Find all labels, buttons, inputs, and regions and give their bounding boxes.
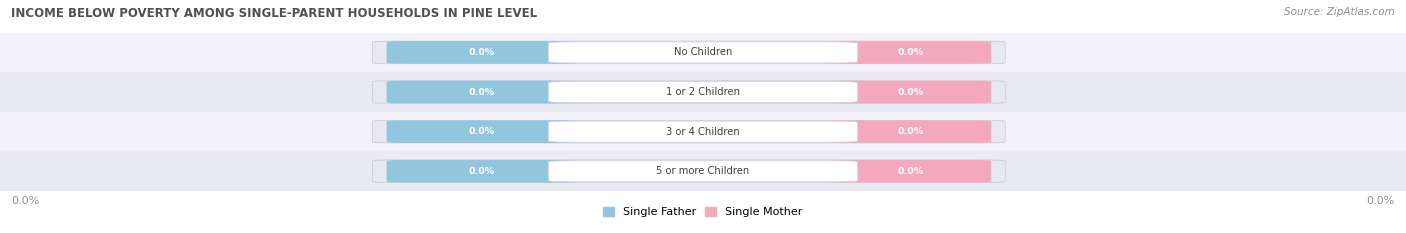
FancyBboxPatch shape xyxy=(387,81,576,103)
Text: 0.0%: 0.0% xyxy=(468,88,495,96)
FancyBboxPatch shape xyxy=(830,160,991,182)
FancyBboxPatch shape xyxy=(387,41,576,64)
FancyBboxPatch shape xyxy=(387,120,576,143)
FancyBboxPatch shape xyxy=(548,161,858,182)
Text: 0.0%: 0.0% xyxy=(468,127,495,136)
FancyBboxPatch shape xyxy=(548,121,858,142)
FancyBboxPatch shape xyxy=(548,42,858,63)
Text: 0.0%: 0.0% xyxy=(897,127,924,136)
Text: 0.0%: 0.0% xyxy=(11,196,39,206)
FancyBboxPatch shape xyxy=(373,160,1005,182)
Text: 3 or 4 Children: 3 or 4 Children xyxy=(666,127,740,137)
Text: 0.0%: 0.0% xyxy=(1367,196,1395,206)
FancyBboxPatch shape xyxy=(373,120,1005,143)
Text: Source: ZipAtlas.com: Source: ZipAtlas.com xyxy=(1284,7,1395,17)
Text: 5 or more Children: 5 or more Children xyxy=(657,166,749,176)
Bar xyxy=(0,33,1406,72)
Text: INCOME BELOW POVERTY AMONG SINGLE-PARENT HOUSEHOLDS IN PINE LEVEL: INCOME BELOW POVERTY AMONG SINGLE-PARENT… xyxy=(11,7,537,20)
Bar xyxy=(0,112,1406,151)
FancyBboxPatch shape xyxy=(830,41,991,64)
Text: No Children: No Children xyxy=(673,48,733,57)
Text: 0.0%: 0.0% xyxy=(897,167,924,176)
FancyBboxPatch shape xyxy=(548,82,858,103)
Text: 0.0%: 0.0% xyxy=(468,167,495,176)
Text: 0.0%: 0.0% xyxy=(897,88,924,96)
FancyBboxPatch shape xyxy=(387,160,576,182)
Text: 1 or 2 Children: 1 or 2 Children xyxy=(666,87,740,97)
FancyBboxPatch shape xyxy=(373,41,1005,64)
FancyBboxPatch shape xyxy=(830,81,991,103)
FancyBboxPatch shape xyxy=(830,120,991,143)
Bar xyxy=(0,151,1406,191)
Bar xyxy=(0,72,1406,112)
FancyBboxPatch shape xyxy=(373,81,1005,103)
Text: 0.0%: 0.0% xyxy=(897,48,924,57)
Text: 0.0%: 0.0% xyxy=(468,48,495,57)
Legend: Single Father, Single Mother: Single Father, Single Mother xyxy=(603,207,803,217)
